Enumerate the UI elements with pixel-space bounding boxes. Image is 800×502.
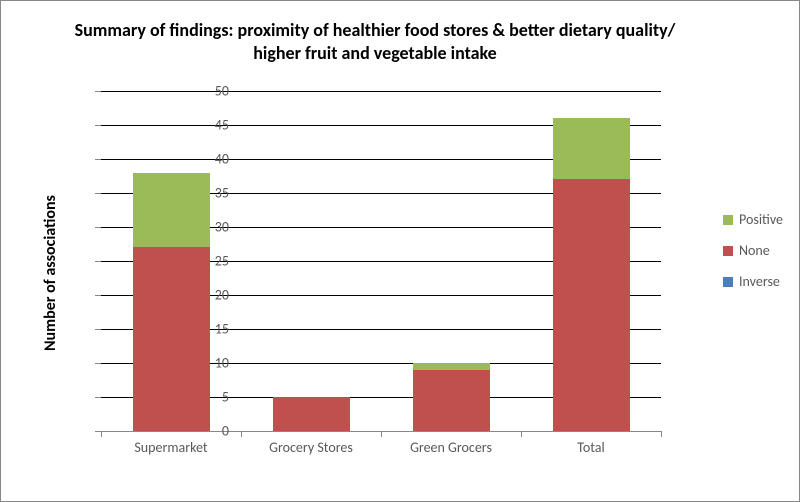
y-tickmark: [95, 261, 101, 262]
chart-title: Summary of findings: proximity of health…: [71, 19, 679, 64]
x-category-label: Green Grocers: [381, 439, 521, 456]
bar-segment-none: [273, 397, 350, 431]
x-category-label: Total: [521, 439, 661, 456]
legend-label: Inverse: [739, 273, 780, 290]
bar-total: [553, 118, 630, 431]
bar-segment-none: [553, 179, 630, 431]
bar-green-grocers: [413, 363, 490, 431]
x-category-label: Grocery Stores: [241, 439, 381, 456]
y-tickmark: [95, 363, 101, 364]
bar-segment-positive: [553, 118, 630, 179]
y-tick-label: 0: [189, 423, 229, 440]
legend-item-positive: Positive: [723, 211, 783, 228]
x-tickmark: [521, 431, 522, 437]
legend-item-none: None: [723, 242, 783, 259]
x-category-label: Supermarket: [101, 439, 241, 456]
legend-swatch: [723, 215, 733, 225]
y-tickmark: [95, 91, 101, 92]
chart-container: Summary of findings: proximity of health…: [0, 0, 800, 502]
y-axis-label: Number of associations: [41, 195, 60, 351]
legend: Positive None Inverse: [723, 211, 783, 304]
legend-item-inverse: Inverse: [723, 273, 783, 290]
legend-swatch: [723, 277, 733, 287]
y-tick-label: 15: [189, 321, 229, 338]
y-tickmark: [95, 125, 101, 126]
bar-grocery-stores: [273, 397, 350, 431]
legend-label: Positive: [739, 211, 783, 228]
y-tick-label: 30: [189, 219, 229, 236]
legend-swatch: [723, 246, 733, 256]
y-tick-label: 35: [189, 185, 229, 202]
y-tickmark: [95, 227, 101, 228]
y-tick-label: 20: [189, 287, 229, 304]
y-tickmark: [95, 295, 101, 296]
x-tickmark: [661, 431, 662, 437]
y-tick-label: 10: [189, 355, 229, 372]
gridline: [101, 91, 661, 92]
y-tickmark: [95, 159, 101, 160]
x-tickmark: [381, 431, 382, 437]
y-tickmark: [95, 193, 101, 194]
y-tick-label: 5: [189, 389, 229, 406]
bar-segment-positive: [413, 363, 490, 370]
y-tick-label: 45: [189, 117, 229, 134]
y-tick-label: 40: [189, 151, 229, 168]
plot-area: SupermarketGrocery StoresGreen GrocersTo…: [101, 91, 661, 431]
y-tick-label: 50: [189, 83, 229, 100]
y-tick-label: 25: [189, 253, 229, 270]
x-tickmark: [241, 431, 242, 437]
plot-grid: [101, 91, 661, 432]
y-tickmark: [95, 329, 101, 330]
legend-label: None: [739, 242, 770, 259]
x-tickmark: [101, 431, 102, 437]
y-tickmark: [95, 397, 101, 398]
bar-segment-none: [413, 370, 490, 431]
